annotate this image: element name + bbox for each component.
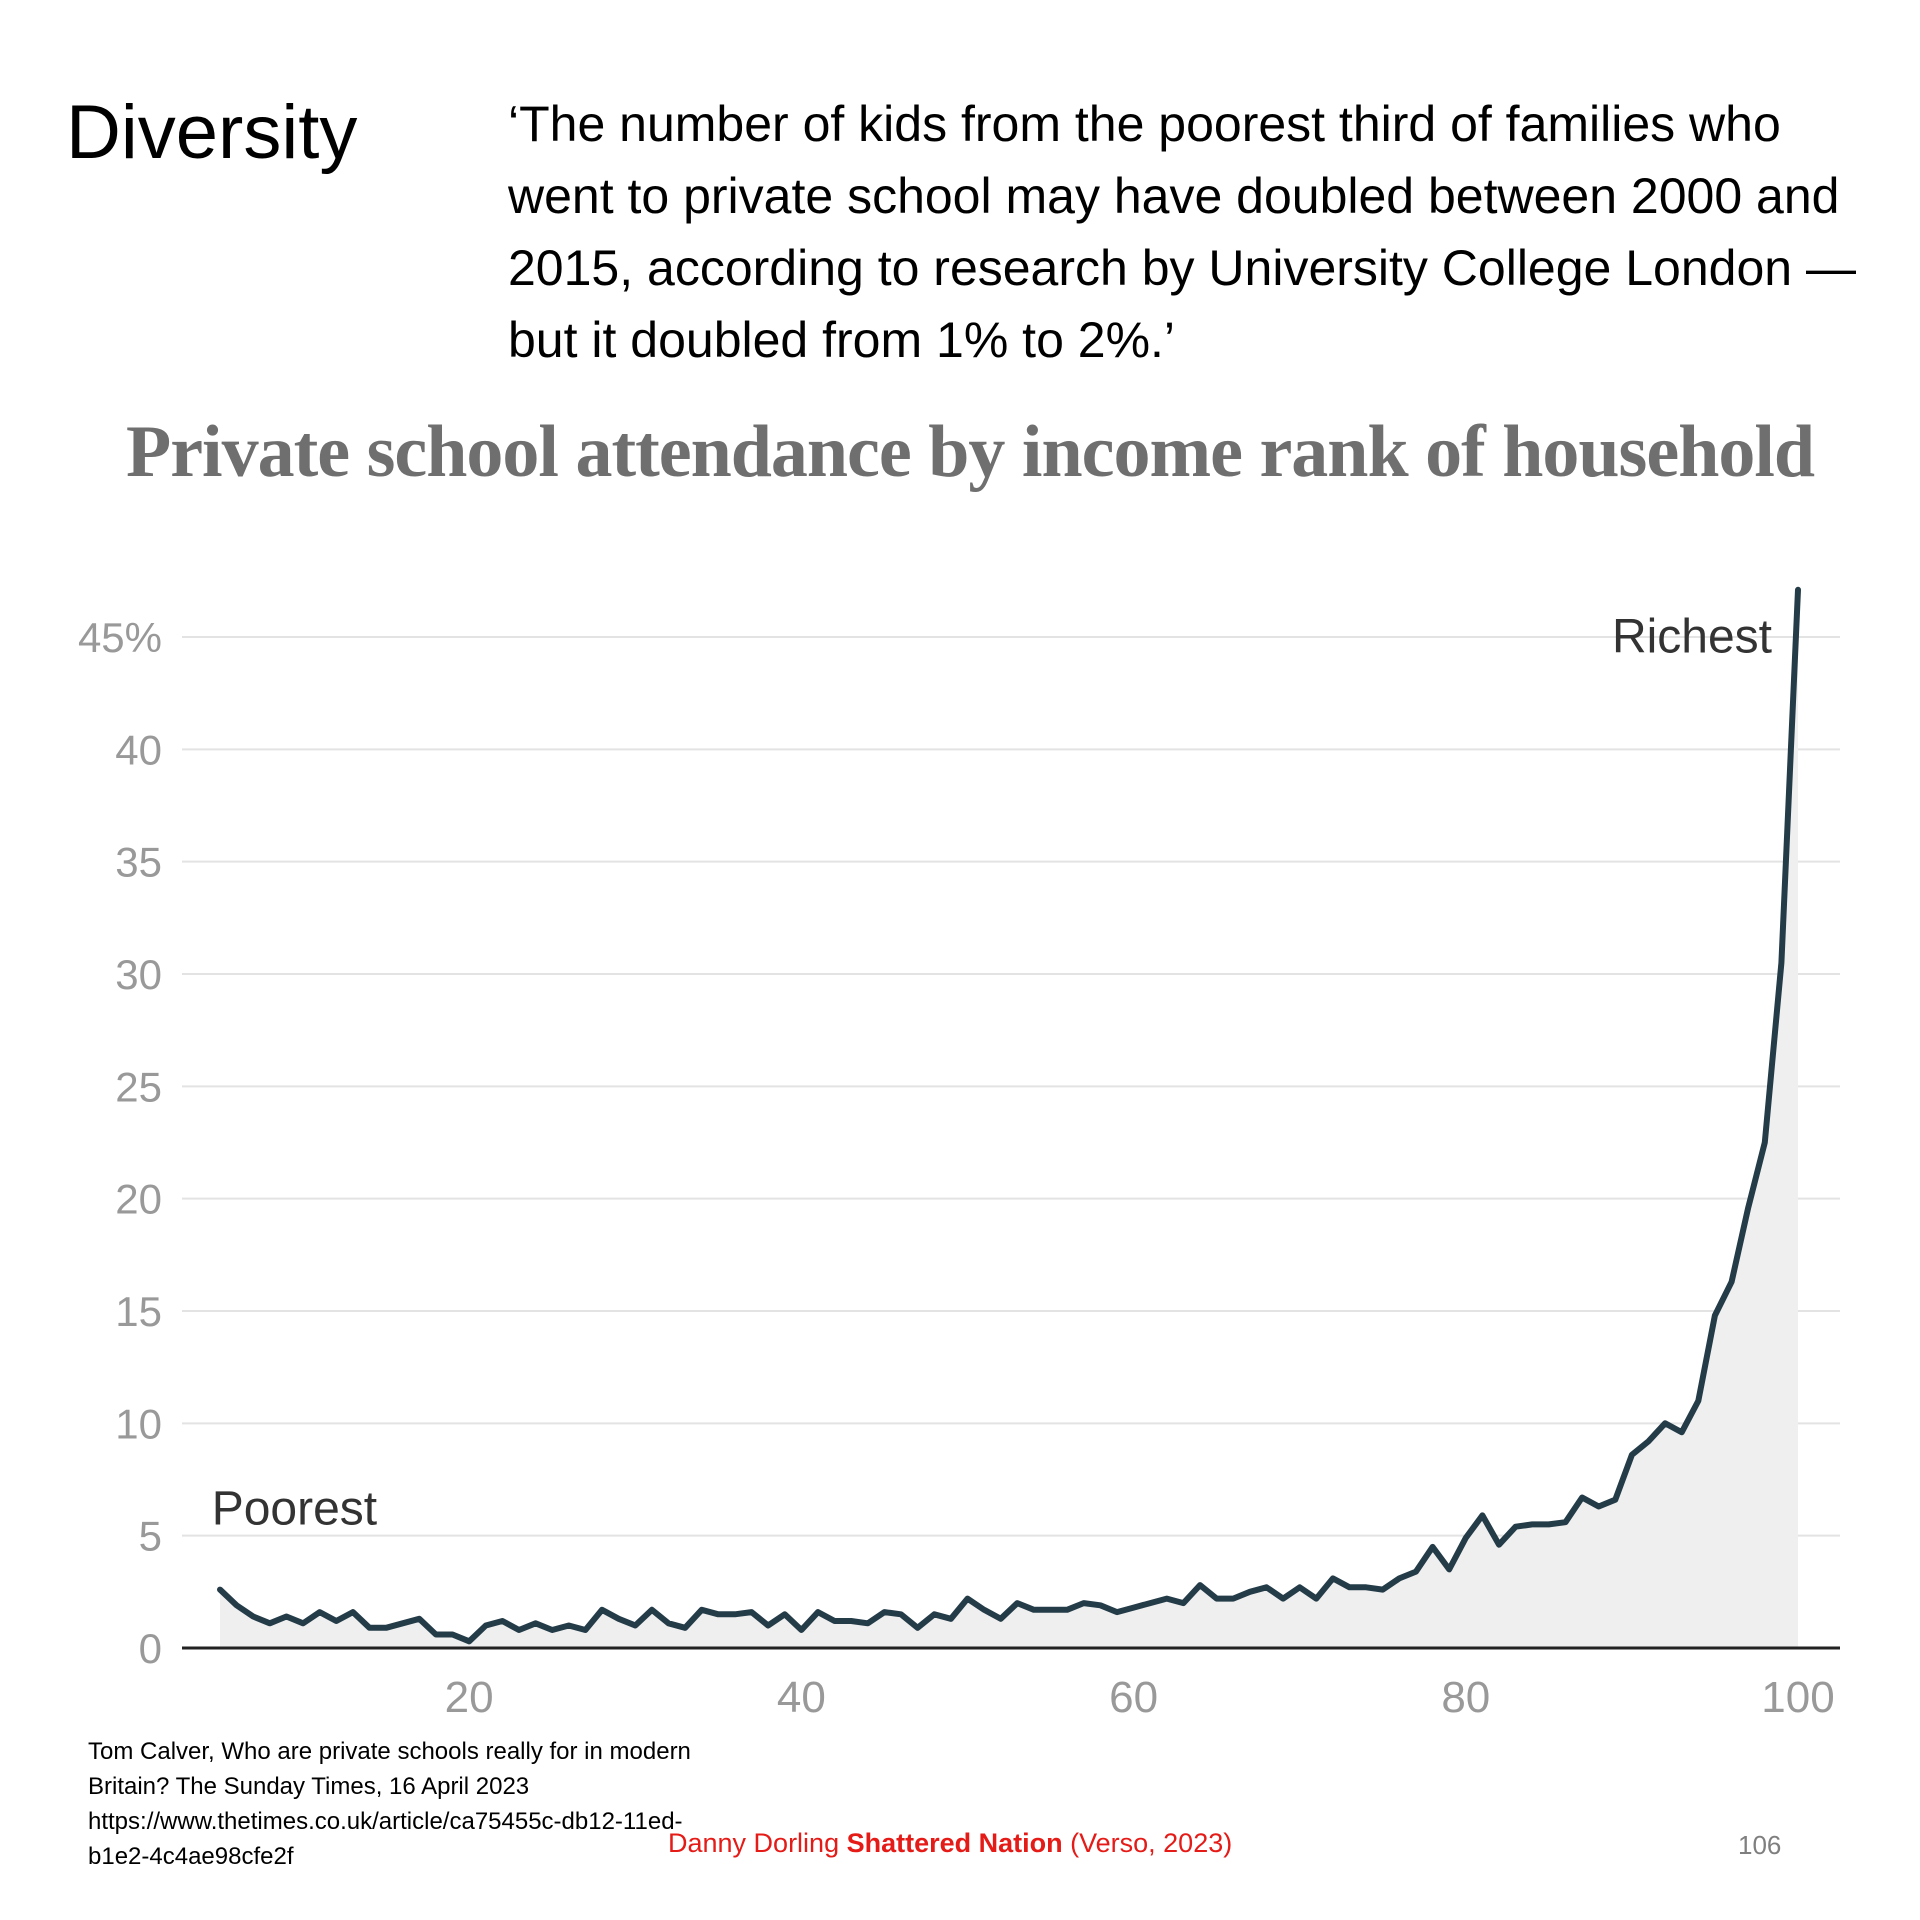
annotations: Poorest Richest [212,611,1772,1536]
chart-title: Private school attendance by income rank… [126,411,1815,493]
x-tick-label-80: 80 [1441,1673,1490,1722]
area-fill-layer [220,589,1798,1648]
series-line-0 [217,586,1801,1645]
y-tick-label-25: 25 [115,1063,162,1110]
slide-title: Diversity [66,90,358,175]
y-tick-label-40: 40 [115,726,162,773]
credit-book-title: Shattered Nation [846,1828,1063,1858]
credit-author: Danny Dorling [668,1828,847,1858]
series-line-layer [217,586,1801,1645]
y-tick-label-10: 10 [115,1400,162,1447]
y-tick-label-5: 5 [139,1513,162,1560]
y-tick-label-45: 45% [78,614,162,661]
quote-text: ‘The number of kids from the poorest thi… [508,96,1856,368]
annotation-richest: Richest [1612,611,1772,664]
y-tick-label-20: 20 [115,1176,162,1223]
x-tick-label-100: 100 [1761,1673,1834,1722]
x-tick-label-60: 60 [1109,1673,1158,1722]
y-tick-label-15: 15 [115,1288,162,1335]
page-number: 106 [1738,1830,1782,1860]
gridlines [182,636,1840,1537]
series-area-0 [220,589,1798,1648]
y-tick-label-30: 30 [115,951,162,998]
annotation-poorest: Poorest [212,1482,377,1535]
source-citation: Tom Calver, Who are private schools real… [88,1738,691,1870]
y-tick-label-35: 35 [115,839,162,886]
x-tick-label-40: 40 [777,1673,826,1722]
y-tick-label-0: 0 [139,1625,162,1672]
x-tick-label-20: 20 [445,1673,494,1722]
tick-labels: 0 5 10 15 20 25 30 35 40 45% 20 40 60 80 100 [78,614,1835,1722]
credit-publisher: (Verso, 2023) [1062,1828,1233,1858]
book-credit: Danny Dorling Shattered Nation (Verso, 2… [668,1828,1232,1859]
